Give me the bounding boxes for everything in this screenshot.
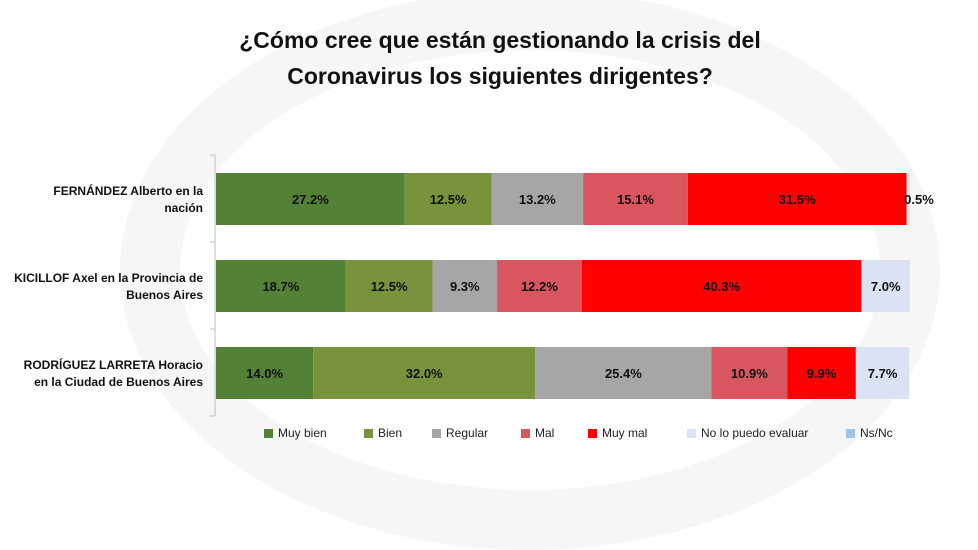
data-label: 25.4% bbox=[605, 366, 642, 381]
data-label: 9.9% bbox=[807, 366, 837, 381]
data-label: 9.3% bbox=[450, 279, 480, 294]
data-label: 12.2% bbox=[521, 279, 558, 294]
data-label: 32.0% bbox=[406, 366, 443, 381]
category-label: KICILLOF Axel en la Provincia de Buenos A… bbox=[14, 271, 203, 302]
legend-label: Regular bbox=[446, 426, 489, 440]
legend-item: Bien bbox=[364, 426, 402, 440]
chart-title-line-1: ¿Cómo cree que están gestionando la cris… bbox=[239, 27, 761, 53]
bar-segment bbox=[787, 347, 856, 399]
legend-swatch bbox=[687, 428, 696, 438]
bar-segment bbox=[906, 173, 910, 225]
category-label-line: Buenos Aires bbox=[126, 288, 203, 302]
bar-segment bbox=[535, 347, 712, 399]
legend-swatch bbox=[521, 428, 530, 438]
category-label: RODRÍGUEZ LARRETA Horacio en la Ciudad de… bbox=[24, 357, 204, 389]
legend-swatch bbox=[432, 428, 441, 438]
data-label: 12.5% bbox=[430, 192, 467, 207]
category-label-line: en la Ciudad de Buenos Aires bbox=[34, 375, 203, 389]
bar-segment bbox=[216, 173, 405, 225]
data-label: 40.3% bbox=[703, 279, 740, 294]
legend-item: Regular bbox=[432, 426, 488, 440]
bar-segment bbox=[313, 347, 536, 399]
bar-segment bbox=[432, 260, 498, 312]
data-label: 18.7% bbox=[262, 279, 299, 294]
legend-swatch bbox=[264, 428, 273, 438]
legend-label: Bien bbox=[378, 426, 403, 440]
data-label: 12.5% bbox=[371, 279, 408, 294]
data-label: 27.2% bbox=[292, 192, 329, 207]
chart-canvas: FERNÁNDEZ Alberto en la nación 27.2% 12.5% 1… bbox=[14, 154, 934, 417]
legend-item: Ns/Nc bbox=[846, 426, 893, 440]
bar-segment bbox=[583, 173, 688, 225]
legend-item: Mal bbox=[521, 426, 554, 440]
legend-swatch bbox=[364, 428, 373, 438]
category-label-line: FERNÁNDEZ Alberto en la bbox=[53, 183, 203, 198]
legend-label: Muy mal bbox=[602, 426, 648, 440]
category-label-line: KICILLOF Axel en la Provincia de bbox=[14, 271, 203, 285]
legend-label: Muy bien bbox=[278, 426, 327, 440]
data-label: 7.0% bbox=[871, 279, 901, 294]
legend-item: Muy bien bbox=[264, 426, 327, 440]
data-label: 15.1% bbox=[617, 192, 654, 207]
bar-segment bbox=[491, 173, 584, 225]
bar-segment bbox=[711, 347, 788, 399]
legend-label: Mal bbox=[535, 426, 555, 440]
category-label-line: nación bbox=[164, 201, 203, 215]
category-label: FERNÁNDEZ Alberto en la nación bbox=[53, 183, 203, 215]
data-label: 0.5% bbox=[904, 192, 934, 207]
chart-title: ¿Cómo cree que están gestionando la cris… bbox=[0, 22, 978, 94]
legend-item: No lo puedo evaluar bbox=[687, 426, 808, 440]
category-label-line: RODRÍGUEZ LARRETA Horacio bbox=[24, 357, 203, 372]
legend-swatch bbox=[846, 428, 855, 438]
bar-segment bbox=[216, 260, 346, 312]
bar-segment bbox=[861, 260, 910, 312]
data-label: 31.5% bbox=[779, 192, 816, 207]
bar-segment bbox=[345, 260, 433, 312]
legend-item: Muy mal bbox=[588, 426, 647, 440]
bar-segment bbox=[404, 173, 492, 225]
data-label: 13.2% bbox=[519, 192, 556, 207]
legend-swatch bbox=[588, 428, 597, 438]
bar-segment bbox=[855, 347, 910, 399]
chart-legend: Muy bien Bien Regular Mal Muy mal No lo puedo… bbox=[0, 426, 978, 444]
bar-segment bbox=[497, 260, 582, 312]
bar-segment bbox=[581, 260, 862, 312]
data-label: 10.9% bbox=[731, 366, 768, 381]
legend-label: Ns/Nc bbox=[860, 426, 893, 440]
data-label: 7.7% bbox=[868, 366, 898, 381]
bar-segment bbox=[687, 173, 907, 225]
data-label: 14.0% bbox=[246, 366, 283, 381]
bar-segment bbox=[216, 347, 314, 399]
stacked-bar-chart: FERNÁNDEZ Alberto en la nación 27.2% 12.5% 1… bbox=[14, 154, 934, 417]
legend-label: No lo puedo evaluar bbox=[701, 426, 809, 440]
chart-title-line-2: Coronavirus los siguientes dirigentes? bbox=[287, 63, 713, 89]
